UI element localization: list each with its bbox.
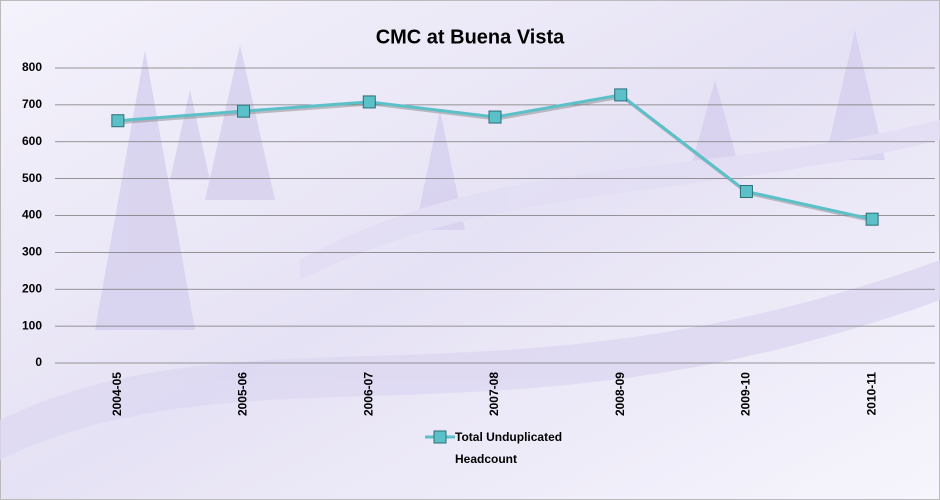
y-tick-label: 600: [22, 134, 42, 148]
marker: [740, 186, 752, 198]
x-tick-label: 2005-06: [236, 372, 250, 416]
legend-marker: [434, 431, 446, 443]
x-tick-label: 2010-11: [864, 372, 878, 416]
y-tick-label: 500: [22, 171, 42, 185]
legend-label: Total Unduplicated Headcount: [455, 426, 565, 470]
y-tick-label: 400: [22, 208, 42, 222]
marker: [866, 213, 878, 225]
y-tick-label: 300: [22, 245, 42, 259]
x-tick-label: 2009-10: [739, 372, 753, 416]
chart: CMC at Buena Vista 0 100 200 300 400 500 600 70…: [0, 0, 940, 500]
y-tick-label: 0: [35, 355, 42, 369]
chart-title: CMC at Buena Vista: [376, 26, 565, 48]
y-tick-label: 100: [22, 318, 42, 332]
marker: [363, 96, 375, 108]
chart-container: CMC at Buena Vista 0 100 200 300 400 500 600 70…: [0, 0, 940, 500]
y-tick-label: 700: [22, 97, 42, 111]
marker: [112, 115, 124, 127]
x-tick-label: 2004-05: [110, 372, 124, 416]
x-tick-label: 2006-07: [361, 372, 375, 416]
y-tick-label: 800: [22, 60, 42, 74]
x-tick-label: 2008-09: [613, 372, 627, 416]
marker: [238, 105, 250, 117]
marker: [489, 111, 501, 123]
y-tick-label: 200: [22, 281, 42, 295]
x-tick-label: 2007-08: [487, 372, 501, 416]
marker: [615, 89, 627, 101]
